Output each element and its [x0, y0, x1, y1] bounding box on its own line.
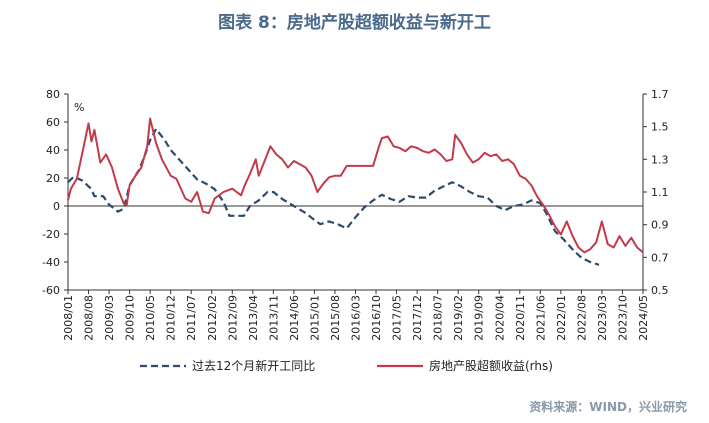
- x-tick-label: 2010/05: [144, 295, 157, 341]
- x-tick-label: 2022/01: [555, 295, 568, 341]
- left-tick-label: -40: [42, 256, 60, 269]
- right-tick-label: 1.3: [651, 153, 669, 166]
- source-note: 资料来源：WIND，兴业研究: [529, 400, 687, 414]
- x-tick-label: 2016/03: [350, 295, 363, 341]
- right-tick-label: 0.9: [651, 219, 669, 232]
- x-tick-label: 2016/10: [370, 295, 383, 341]
- x-tick-label: 2009/10: [124, 295, 137, 341]
- left-tick-label: 20: [46, 172, 60, 185]
- chart-lines: [67, 117, 644, 266]
- right-tick-label: 0.7: [651, 251, 669, 264]
- x-tick-label: 2013/04: [247, 295, 260, 341]
- left-tick-label: -60: [42, 284, 60, 297]
- x-tick-label: 2020/11: [514, 295, 527, 341]
- x-tick-label: 2012/02: [206, 295, 219, 341]
- x-tick-label: 2009/03: [103, 295, 116, 341]
- chart-title: 图表 8：房地产股超额收益与新开工: [218, 13, 491, 33]
- series-line-1: [67, 127, 600, 266]
- x-tick-label: 2013/11: [267, 295, 280, 341]
- x-tick-label: 2023/10: [616, 295, 629, 341]
- x-tick-label: 2017/12: [411, 295, 424, 341]
- y-unit-label: %: [74, 101, 84, 114]
- x-tick-label: 2011/07: [185, 295, 198, 341]
- x-tick-label: 2008/01: [62, 295, 75, 341]
- right-tick-label: 0.5: [651, 284, 669, 297]
- x-tick-label: 2022/08: [575, 295, 588, 341]
- x-tick-label: 2012/09: [226, 295, 239, 341]
- x-tick-label: 2017/05: [391, 295, 404, 341]
- right-tick-label: 1.7: [651, 88, 669, 101]
- chart-legend: 过去12个月新开工同比 房地产股超额收益(rhs): [140, 358, 553, 373]
- left-tick-label: 80: [46, 88, 60, 101]
- x-tick-label: 2010/12: [165, 295, 178, 341]
- x-tick-label: 2019/02: [452, 295, 465, 341]
- x-tick-label: 2019/09: [473, 295, 486, 341]
- x-tick-label: 2020/04: [493, 295, 506, 341]
- legend-label-2: 房地产股超额收益(rhs): [429, 358, 553, 373]
- x-tick-label: 2014/06: [288, 295, 301, 341]
- left-tick-label: 0: [53, 200, 60, 213]
- series-line-2: [67, 117, 644, 254]
- legend-label-1: 过去12个月新开工同比: [192, 358, 315, 373]
- x-tick-label: 2015/08: [329, 295, 342, 341]
- x-tick-label: 2018/07: [432, 295, 445, 341]
- chart-axes: 80 60 40 20 0 -20 -40 -60 1.7 1.5 1.3 1.1 0.9 0.7 0.5%…: [42, 88, 668, 341]
- x-tick-label: 2024/05: [637, 295, 650, 341]
- left-tick-label: -20: [42, 228, 60, 241]
- right-tick-label: 1.5: [651, 121, 669, 134]
- x-tick-label: 2023/03: [596, 295, 609, 341]
- x-tick-label: 2008/08: [83, 295, 96, 341]
- right-tick-label: 1.1: [651, 186, 669, 199]
- x-tick-label: 2021/06: [534, 295, 547, 341]
- x-tick-label: 2015/01: [308, 295, 321, 341]
- left-tick-label: 40: [46, 144, 60, 157]
- left-tick-label: 60: [46, 116, 60, 129]
